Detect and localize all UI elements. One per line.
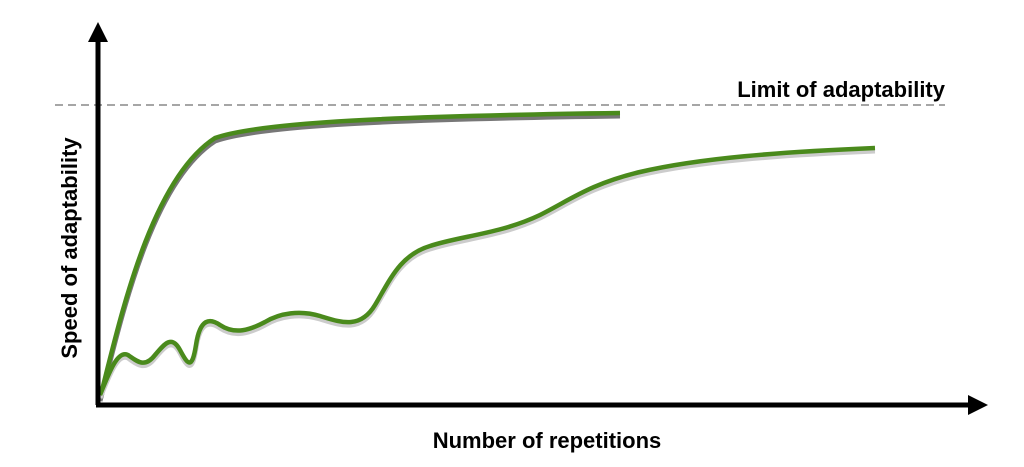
y-axis-label: Speed of adaptability: [57, 137, 82, 359]
fast-curve-shadow: [97, 113, 621, 402]
limit-label: Limit of adaptability: [737, 77, 946, 102]
x-axis-label: Number of repetitions: [433, 428, 662, 453]
slow-curve: [97, 145, 876, 396]
fast-curve: [97, 110, 621, 399]
slow-curve-shadow: [97, 148, 876, 399]
